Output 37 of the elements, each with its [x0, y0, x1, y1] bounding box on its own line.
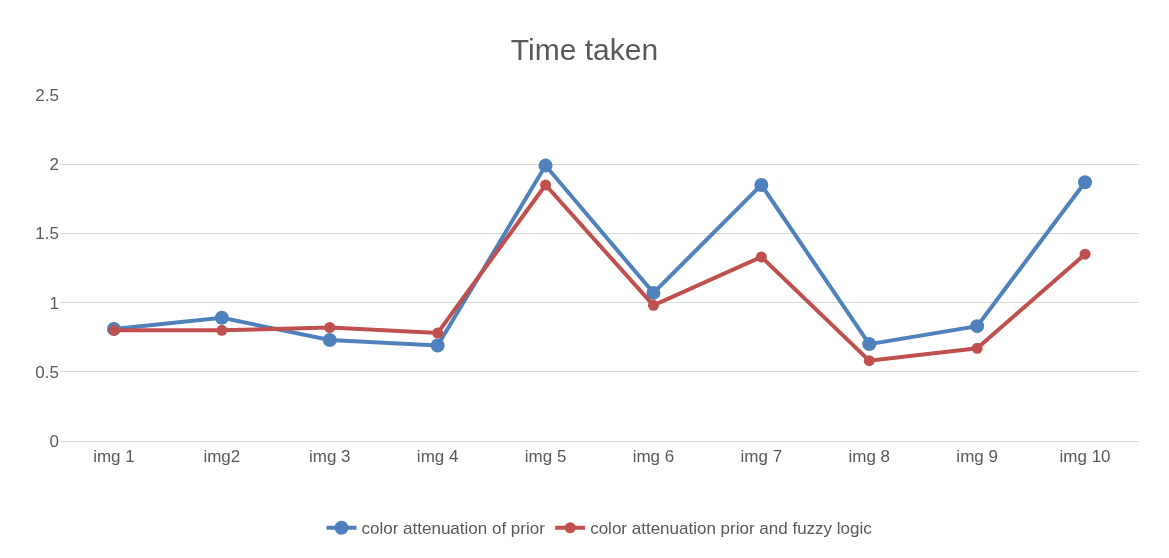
y-tick-label: 1.5: [35, 224, 59, 244]
legend-label: color attenuation prior and fuzzy logic: [590, 519, 873, 539]
x-tick-label: img 9: [956, 447, 998, 467]
point: [216, 324, 228, 336]
x-tick-label: img2: [203, 447, 241, 467]
point: [322, 332, 337, 347]
point: [755, 251, 767, 263]
chart-title: Time taken: [510, 33, 659, 67]
x-tick-label: img 1: [93, 447, 135, 467]
point: [863, 355, 875, 367]
x-tick-label: img 8: [848, 447, 891, 467]
point: [647, 299, 659, 311]
y-tick-label: 1: [49, 293, 59, 313]
y-tick-label: 0: [49, 431, 59, 451]
point: [862, 337, 877, 352]
point: [1078, 175, 1093, 190]
point: [540, 179, 552, 191]
point: [538, 158, 553, 173]
y-tick-label: 2: [49, 155, 59, 175]
x-tick-label: img 5: [524, 447, 567, 467]
point: [324, 322, 336, 334]
point: [754, 177, 769, 192]
point: [1079, 248, 1091, 260]
legend-label: color attenuation of prior: [361, 519, 546, 539]
x-tick-label: img 3: [308, 447, 351, 467]
point: [970, 319, 985, 334]
point: [971, 342, 983, 354]
point: [646, 285, 661, 300]
x-tick-label: img 7: [740, 447, 783, 467]
point: [430, 338, 445, 353]
x-tick-label: img 6: [632, 447, 675, 467]
y-tick-label: 0.5: [35, 362, 59, 382]
point: [432, 327, 444, 339]
point: [214, 310, 229, 325]
x-tick-label: img 10: [1059, 447, 1111, 467]
y-tick-label: 2.5: [35, 85, 59, 105]
x-tick-label: img 4: [416, 447, 459, 467]
